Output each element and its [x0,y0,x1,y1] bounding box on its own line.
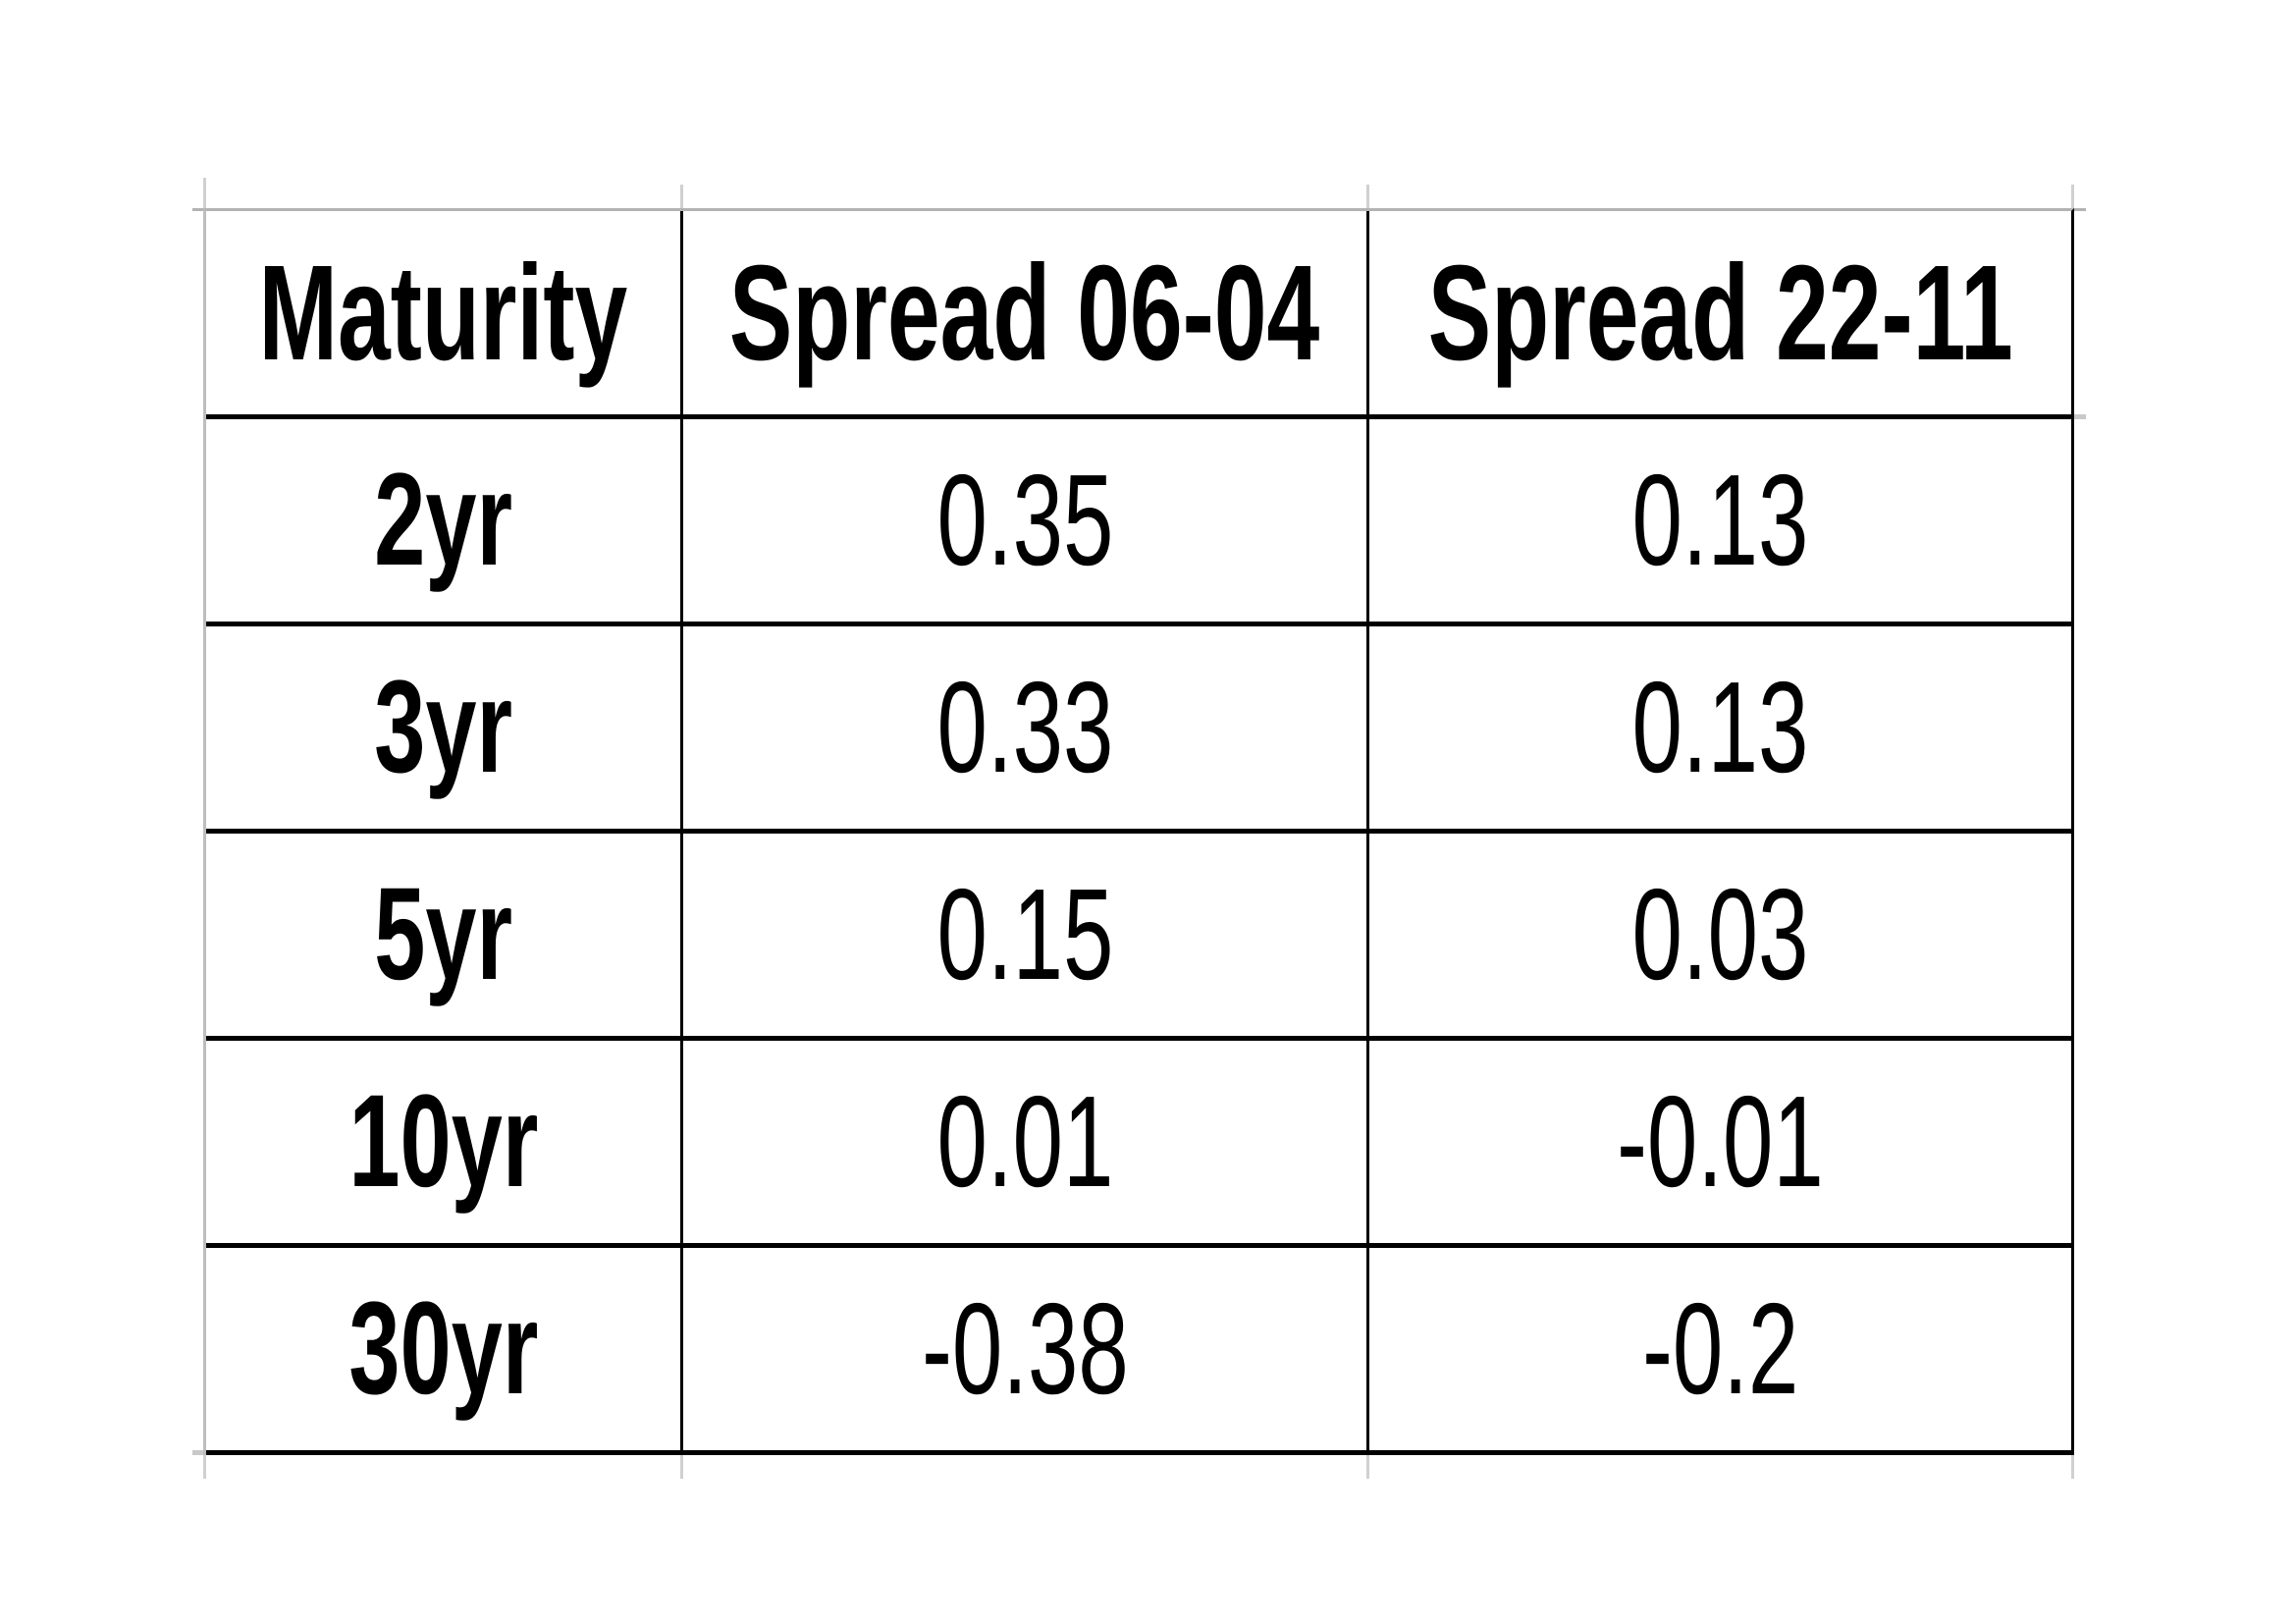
maturity-value: 30yr [347,1275,538,1422]
spread-value: 0.15 [936,862,1113,1006]
maturity-value: 2yr [374,447,512,593]
cell-maturity: 10yr [206,1041,683,1243]
cell-spread-06-04: -0.38 [683,1248,1369,1450]
table-header-row: Maturity Spread 06-04 Spread 22-11 [206,211,2071,419]
cell-spread-06-04: 0.35 [683,419,1369,622]
maturity-value: 5yr [374,861,512,1007]
spread-value: 0.13 [1631,655,1809,799]
cell-spread-06-04: 0.15 [683,834,1369,1036]
gridline-stub [680,185,683,208]
spread-value: 0.35 [936,448,1113,592]
header-maturity-label: Maturity [258,237,628,389]
gridline-stub [2071,1455,2074,1479]
gridline-stub [2074,208,2086,211]
table-row-3yr: 3yr 0.33 0.13 [206,626,2071,834]
gridline-stub [1366,1455,1369,1479]
maturity-value: 10yr [347,1068,538,1215]
gridline-stub [680,1455,683,1479]
header-spread-06-04-label: Spread 06-04 [729,237,1320,389]
cell-spread-22-11: -0.01 [1369,1041,2071,1243]
table-row-30yr: 30yr -0.38 -0.2 [206,1248,2071,1455]
maturity-value: 3yr [374,654,512,800]
cell-spread-22-11: 0.13 [1369,626,2071,829]
cell-spread-06-04: 0.33 [683,626,1369,829]
spread-value: 0.33 [936,655,1113,799]
spread-value: 0.01 [936,1069,1113,1214]
gridline-stub [2074,414,2086,419]
spread-value: -0.01 [1617,1069,1824,1214]
table-row-5yr: 5yr 0.15 0.03 [206,834,2071,1041]
cell-spread-22-11: -0.2 [1369,1248,2071,1450]
gridline-stub [192,208,203,211]
spread-value: -0.2 [1641,1276,1799,1421]
spread-value: 0.03 [1631,862,1809,1006]
gridline-stub [192,1450,203,1455]
cell-maturity: 5yr [206,834,683,1036]
gridline-stub [203,178,206,208]
cell-maturity: 30yr [206,1248,683,1450]
cell-maturity: 3yr [206,626,683,829]
gridline-stub [1366,185,1369,208]
header-spread-22-11-label: Spread 22-11 [1427,237,2013,389]
spread-value: -0.38 [921,1276,1129,1421]
spread-table: Maturity Spread 06-04 Spread 22-11 2yr 0… [203,208,2074,1455]
cell-spread-06-04: 0.01 [683,1041,1369,1243]
cell-maturity: 2yr [206,419,683,622]
header-spread-22-11: Spread 22-11 [1369,211,2071,414]
header-maturity: Maturity [206,211,683,414]
cell-spread-22-11: 0.13 [1369,419,2071,622]
gridline-stub [2071,185,2074,208]
gridline-stub [203,1455,206,1479]
spread-value: 0.13 [1631,448,1809,592]
table-row-2yr: 2yr 0.35 0.13 [206,419,2071,626]
table-row-10yr: 10yr 0.01 -0.01 [206,1041,2071,1248]
header-spread-06-04: Spread 06-04 [683,211,1369,414]
cell-spread-22-11: 0.03 [1369,834,2071,1036]
